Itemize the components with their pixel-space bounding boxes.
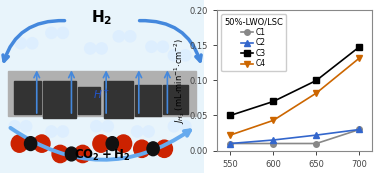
C3 — [271, 100, 276, 102]
C4 — [271, 119, 276, 121]
Y-axis label: $J_{H_2}$ (mL$\cdot$min$^{-1}$$\cdot$cm$^{-2}$): $J_{H_2}$ (mL$\cdot$min$^{-1}$$\cdot$cm$… — [172, 37, 187, 124]
C2 — [357, 128, 362, 130]
Ellipse shape — [26, 38, 38, 49]
C1 — [271, 143, 276, 145]
Ellipse shape — [57, 126, 68, 137]
Legend: C1, C2, C3, C4: C1, C2, C3, C4 — [221, 14, 286, 71]
Ellipse shape — [168, 50, 180, 61]
Ellipse shape — [156, 140, 172, 157]
Bar — [43, 81, 76, 118]
Ellipse shape — [180, 50, 191, 61]
Ellipse shape — [93, 135, 109, 152]
Ellipse shape — [74, 145, 91, 163]
Line: C1: C1 — [228, 127, 362, 146]
C4 — [314, 92, 319, 94]
C4 — [228, 134, 232, 136]
C2 — [271, 139, 276, 141]
Line: C3: C3 — [228, 44, 362, 118]
Ellipse shape — [25, 137, 37, 151]
Ellipse shape — [52, 145, 68, 163]
Ellipse shape — [146, 41, 157, 52]
Ellipse shape — [65, 147, 77, 161]
Ellipse shape — [106, 137, 118, 151]
Bar — [77, 86, 100, 114]
Bar — [135, 85, 161, 116]
Bar — [163, 85, 188, 114]
Ellipse shape — [46, 126, 57, 137]
Line: C2: C2 — [228, 127, 362, 146]
Ellipse shape — [143, 126, 154, 137]
Text: $\bf{H_2}$: $\bf{H_2}$ — [91, 9, 113, 27]
Ellipse shape — [57, 27, 68, 39]
C1 — [314, 143, 319, 145]
C3 — [228, 115, 232, 117]
C4 — [357, 57, 362, 59]
Ellipse shape — [91, 121, 102, 132]
Ellipse shape — [134, 140, 150, 157]
Ellipse shape — [15, 38, 26, 49]
Ellipse shape — [132, 126, 143, 137]
Ellipse shape — [11, 135, 28, 152]
Ellipse shape — [125, 31, 136, 42]
Ellipse shape — [85, 43, 96, 54]
Ellipse shape — [46, 27, 57, 39]
C3 — [314, 79, 319, 81]
Ellipse shape — [113, 31, 124, 42]
C2 — [228, 143, 232, 145]
C3 — [357, 46, 362, 48]
Ellipse shape — [115, 135, 132, 152]
Ellipse shape — [9, 121, 20, 132]
Line: C4: C4 — [228, 55, 362, 138]
Ellipse shape — [180, 121, 191, 132]
Text: $\bf{CO_2 + H_2}$: $\bf{CO_2 + H_2}$ — [74, 148, 130, 163]
C1 — [357, 128, 362, 130]
Bar — [104, 81, 133, 118]
Ellipse shape — [157, 41, 169, 52]
Ellipse shape — [20, 121, 32, 132]
Ellipse shape — [168, 121, 180, 132]
C2 — [314, 134, 319, 136]
Bar — [14, 81, 41, 114]
Ellipse shape — [34, 135, 50, 152]
Ellipse shape — [102, 121, 113, 132]
Text: $H^+$: $H^+$ — [93, 88, 111, 101]
Ellipse shape — [147, 142, 159, 156]
Bar — [8, 71, 196, 116]
Ellipse shape — [96, 43, 107, 54]
C1 — [228, 143, 232, 145]
